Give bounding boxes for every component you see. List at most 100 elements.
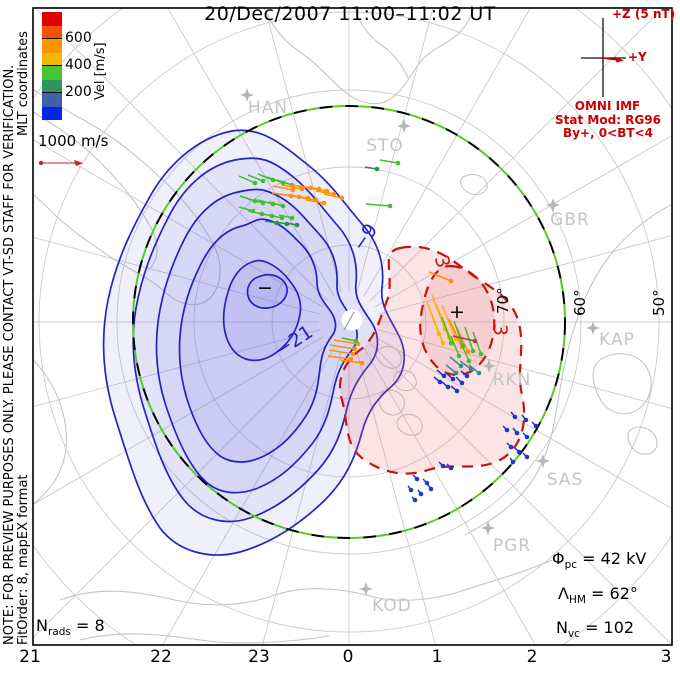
colorbar-segment-3: [42, 52, 62, 66]
velocity-vector-tail: [268, 201, 284, 207]
radar-site-marker-kod: [359, 582, 373, 596]
mlt-meridian: [377, 329, 672, 410]
plot-frame: [32, 7, 673, 646]
colorbar-tick-label-200: 200: [65, 84, 92, 100]
colorbar-segment-6: [42, 93, 62, 107]
velocity-vector-dot: [289, 215, 295, 221]
colorbar-segment-0: [42, 12, 62, 26]
mlt-meridian: [369, 342, 672, 645]
velocity-vector-dot: [465, 349, 471, 355]
imf-source-label: OMNI IMF: [574, 99, 641, 113]
velocity-vector-tail: [315, 190, 335, 195]
colorbar-axis-label: Vel [m/s]: [93, 42, 108, 100]
latitude-label-60: 60°: [571, 289, 589, 316]
velocity-vector-dot: [348, 356, 354, 362]
radar-site-marker-pgr: [481, 521, 495, 535]
station-label-sas: SAS: [546, 470, 584, 490]
scale-arrowhead: [74, 160, 83, 166]
velocity-vector-dot: [412, 497, 418, 503]
velocity-vector-tail: [449, 356, 462, 367]
velocity-vector-dot: [294, 222, 300, 228]
radar-site-markers: [240, 88, 600, 596]
coast-island-1: [375, 345, 402, 369]
mlt-axis-label-23: 23: [248, 647, 270, 667]
mlt-axis-label-21: 21: [19, 647, 41, 667]
velocity-vector-dot: [440, 340, 446, 346]
velocity-vector-dot: [350, 351, 356, 357]
mlt-meridian: [167, 8, 335, 297]
velocity-vector-dot: [279, 215, 285, 221]
mlt-meridian: [356, 350, 437, 645]
mlt-meridian: [33, 236, 321, 315]
colorbar-tick-label-600: 600: [65, 30, 92, 46]
coast-iceland: [460, 173, 488, 195]
velocity-vectors: [238, 159, 539, 503]
coast-island-2: [393, 369, 417, 392]
pole-marker: [341, 309, 363, 331]
velocity-vector-tail: [448, 318, 463, 348]
velocity-vector-tail: [452, 335, 476, 342]
velocity-scale-label: 1000 m/s: [38, 132, 109, 150]
velocity-vector-dot: [331, 191, 337, 197]
velocity-vector-dot: [472, 338, 478, 344]
positive-center-marker: +: [449, 301, 465, 323]
imf-z-label: +Z (5 nT): [612, 7, 676, 21]
velocity-vector-tail: [341, 337, 357, 342]
mlt-axis-label-1: 1: [431, 647, 443, 667]
velocity-vector-dot: [454, 388, 460, 394]
imf-dial: [581, 18, 626, 97]
coast-scandinavia: [264, 8, 475, 105]
velocity-vector-dot: [339, 195, 345, 201]
coast-island-4: [396, 413, 423, 436]
mlt-meridian: [377, 234, 672, 315]
stat-lambda-symbol: Λ: [558, 584, 569, 603]
negative-potential-cell: [102, 129, 406, 556]
velocity-vector-dot: [533, 423, 539, 429]
mlt-meridian: [363, 347, 537, 645]
velocity-vector-dot: [353, 338, 359, 344]
mlt-meridian: [363, 8, 531, 297]
velocity-vector-dot: [523, 417, 529, 423]
velocity-vector-dot: [414, 476, 420, 482]
stat-phi-value: = 42 kV: [582, 549, 647, 568]
velocity-vector-tail: [441, 304, 457, 340]
velocity-vector-tail: [281, 184, 303, 190]
colorbar-tick-600: [42, 38, 62, 39]
coordinates-label: MLT coordinates: [16, 31, 31, 136]
velocity-scale-arrow: [38, 160, 83, 166]
velocity-vector-dot: [514, 430, 520, 436]
colorbar-tick-label-400: 400: [65, 57, 92, 73]
velocity-vector-dot: [456, 353, 462, 359]
velocity-vector-tail: [238, 206, 254, 212]
coast-alaska: [59, 559, 553, 606]
stat-nvc-symbol: N: [556, 618, 568, 637]
station-label-kod: KOD: [372, 596, 412, 616]
stat-n-vc: Nvc = 102: [556, 618, 634, 640]
pole-tick: [343, 311, 355, 331]
velocity-vector-tail: [238, 175, 256, 184]
contour-neg-27: [222, 259, 302, 362]
velocity-vector-tail: [305, 199, 325, 204]
velocity-vector-tail: [272, 185, 294, 191]
velocity-vector-tail: [247, 198, 264, 204]
imf-condition-label: By+, 0<BT<4: [563, 126, 653, 140]
velocity-vector-dot: [352, 346, 358, 352]
mlt-meridian: [374, 336, 672, 510]
velocity-vector-dot: [524, 434, 530, 440]
station-label-gbr: GBR: [550, 210, 590, 230]
preview-note: NOTE: FOR PREVIEW PURPOSES ONLY. PLEASE …: [2, 64, 17, 645]
velocity-vector-dot: [516, 449, 522, 455]
velocity-vector-tail: [333, 339, 359, 345]
velocity-vector-tail: [328, 349, 354, 355]
velocity-vector-dot: [450, 376, 456, 382]
velocity-vector-dot: [466, 358, 472, 364]
colorbar-segment-5: [42, 79, 62, 93]
coast-left: [33, 358, 67, 505]
velocity-vector-dot: [418, 491, 424, 497]
station-label-han: HAN: [247, 98, 289, 118]
coast-island-3: [378, 389, 405, 416]
velocity-vector-tail: [327, 355, 352, 360]
velocity-vector-dot: [290, 187, 296, 193]
velocity-vector-dot: [512, 414, 518, 420]
